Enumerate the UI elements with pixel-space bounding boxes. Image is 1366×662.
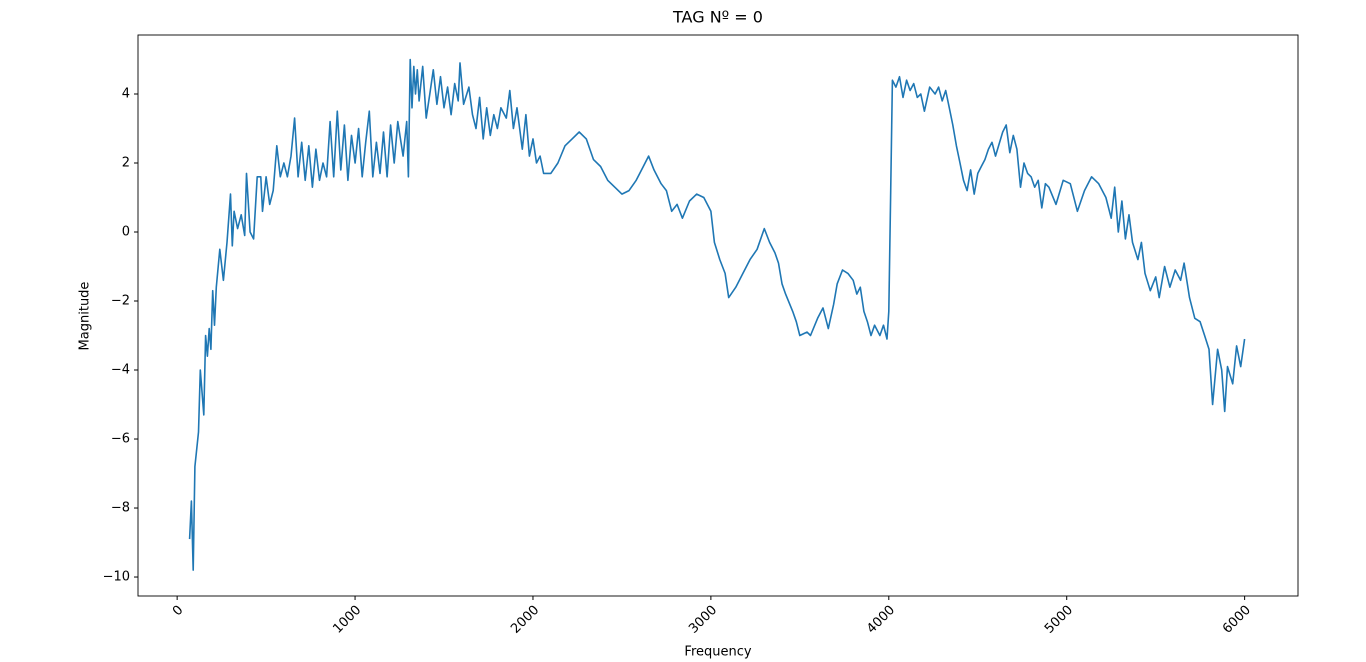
x-tick-label: 5000 (1042, 603, 1076, 637)
y-tick-label: −6 (111, 432, 130, 447)
axes-frame (137, 34, 1299, 597)
y-tick-label: −4 (111, 363, 130, 378)
y-tick-label: 2 (122, 156, 130, 171)
x-axis-label: Frequency (684, 645, 751, 660)
x-tick-label: 2000 (508, 603, 542, 637)
chart-title: TAG Nº = 0 (672, 8, 763, 27)
y-tick-label: −10 (103, 570, 130, 585)
x-tick-label: 3000 (686, 603, 720, 637)
x-tick-label: 6000 (1220, 603, 1254, 637)
x-tick-label: 1000 (330, 603, 364, 637)
y-tick-label: −2 (111, 294, 130, 309)
y-tick-label: −8 (111, 501, 130, 516)
x-tick-label: 4000 (864, 603, 898, 637)
y-axis-label: Magnitude (78, 282, 93, 351)
x-tick-label: 0 (170, 603, 186, 619)
data-line (188, 58, 1246, 571)
y-tick-label: 4 (122, 86, 130, 101)
y-tick-label: 0 (122, 225, 130, 240)
